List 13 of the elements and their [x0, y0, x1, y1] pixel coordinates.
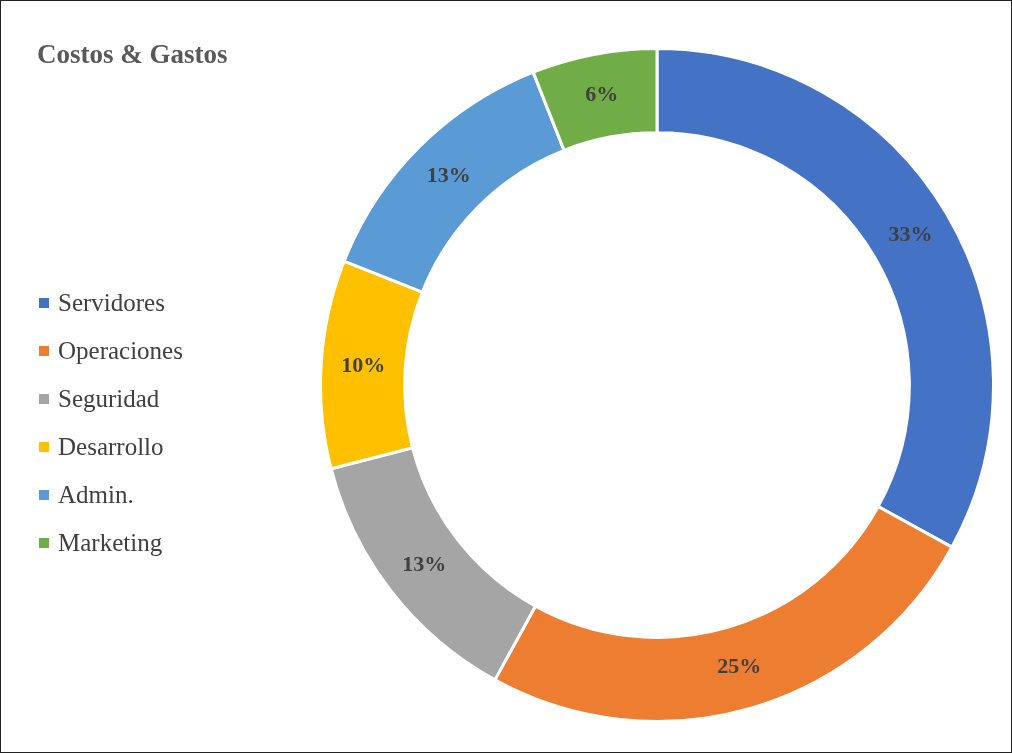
data-label: 33% [888, 220, 933, 246]
data-label: 13% [402, 551, 447, 577]
data-label: 6% [585, 81, 619, 107]
legend-label: Desarrollo [58, 433, 164, 461]
data-label: 10% [341, 352, 386, 378]
data-label: 25% [717, 653, 762, 679]
legend-label: Seguridad [58, 385, 160, 413]
legend-label: Admin. [58, 481, 134, 509]
data-label: 13% [426, 162, 471, 188]
legend-label: Marketing [58, 529, 163, 557]
legend-label: Operaciones [58, 337, 183, 365]
chart-title: Costos & Gastos [37, 39, 228, 70]
legend-label: Servidores [58, 289, 165, 317]
